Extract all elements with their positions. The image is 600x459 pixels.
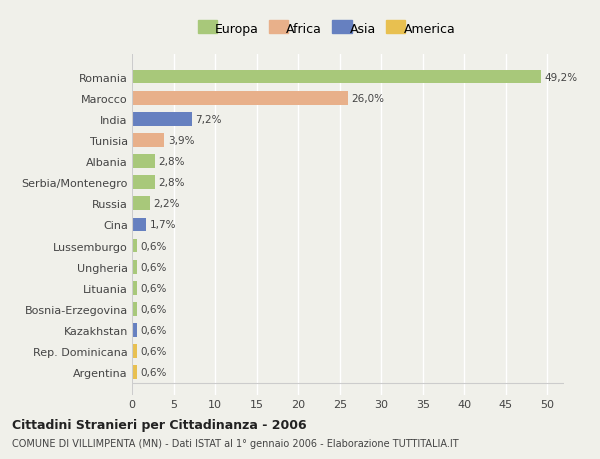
Text: 2,8%: 2,8% xyxy=(158,157,185,167)
Bar xyxy=(132,260,137,274)
Text: 0,6%: 0,6% xyxy=(140,262,167,272)
Bar xyxy=(132,324,137,337)
Text: 2,2%: 2,2% xyxy=(154,199,180,209)
Text: 49,2%: 49,2% xyxy=(544,73,577,82)
Bar xyxy=(132,239,137,253)
Bar xyxy=(132,155,155,168)
Bar xyxy=(132,112,192,126)
Text: 0,6%: 0,6% xyxy=(140,347,167,356)
Bar xyxy=(132,176,155,190)
Text: 0,6%: 0,6% xyxy=(140,283,167,293)
Bar xyxy=(132,71,541,84)
Legend: Europa, Africa, Asia, America: Europa, Africa, Asia, America xyxy=(195,21,458,39)
Bar xyxy=(132,302,137,316)
Bar xyxy=(132,92,348,105)
Text: 0,6%: 0,6% xyxy=(140,368,167,377)
Bar xyxy=(132,197,150,211)
Bar xyxy=(132,366,137,379)
Bar xyxy=(132,134,164,147)
Text: 1,7%: 1,7% xyxy=(149,220,176,230)
Text: COMUNE DI VILLIMPENTA (MN) - Dati ISTAT al 1° gennaio 2006 - Elaborazione TUTTIT: COMUNE DI VILLIMPENTA (MN) - Dati ISTAT … xyxy=(12,438,458,448)
Bar xyxy=(132,281,137,295)
Bar xyxy=(132,345,137,358)
Bar xyxy=(132,218,146,232)
Text: 0,6%: 0,6% xyxy=(140,304,167,314)
Text: 26,0%: 26,0% xyxy=(352,94,385,103)
Text: 0,6%: 0,6% xyxy=(140,241,167,251)
Text: 3,9%: 3,9% xyxy=(168,135,194,146)
Text: 0,6%: 0,6% xyxy=(140,325,167,335)
Text: Cittadini Stranieri per Cittadinanza - 2006: Cittadini Stranieri per Cittadinanza - 2… xyxy=(12,418,307,431)
Text: 2,8%: 2,8% xyxy=(158,178,185,188)
Text: 7,2%: 7,2% xyxy=(195,115,221,124)
